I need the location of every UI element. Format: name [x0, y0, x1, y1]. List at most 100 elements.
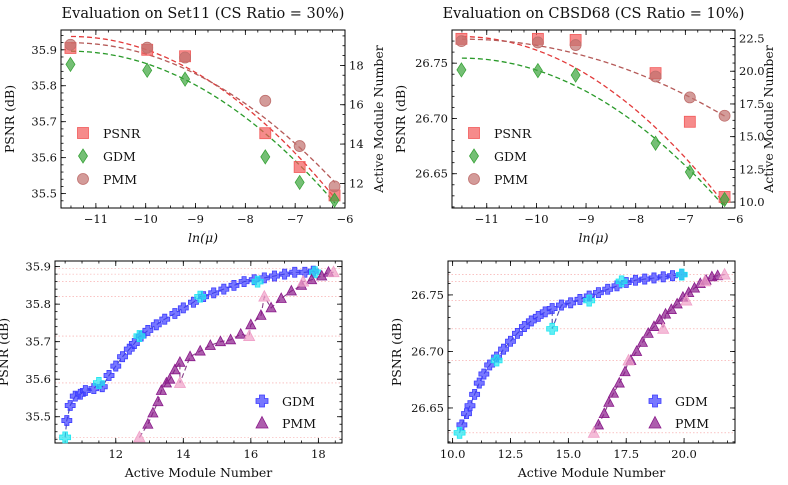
x-tick-label: 20.0 [671, 447, 697, 461]
highlight-point-gdm [615, 275, 628, 288]
axes-frame [451, 29, 736, 209]
point-pmm [194, 344, 206, 356]
highlight-point-gdm [583, 294, 596, 307]
x-tick-label: −10 [134, 212, 158, 226]
point-gdm [177, 302, 189, 314]
fit-curve-pmm [71, 42, 336, 183]
legend-marker-pmm [468, 173, 480, 185]
point-psnr [259, 127, 272, 140]
y-right-tick-label: 10.0 [739, 195, 765, 209]
point-pmm [224, 333, 237, 345]
point-pmm [255, 309, 267, 320]
fit-curve-pmm [593, 274, 725, 434]
point-gdm [630, 274, 641, 286]
y-right-tick-label: 12 [349, 176, 364, 190]
point-gdm [461, 408, 472, 420]
point-gdm [639, 273, 651, 285]
point-gdm [188, 296, 199, 308]
point-pmm [235, 327, 247, 339]
legend-label-pmm: PMM [103, 172, 137, 187]
point-pmm [648, 320, 660, 331]
highlight-point-pmm [297, 274, 310, 287]
fit-curve-pmm [138, 271, 334, 438]
point-pmm [598, 407, 610, 419]
point-pmm [455, 35, 468, 48]
x-tick-label: 17.5 [613, 447, 639, 461]
point-gdm [228, 279, 240, 291]
point-gdm [532, 62, 543, 79]
highlight-point-pmm [173, 376, 187, 388]
x-axis-label: ln(μ) [579, 230, 609, 245]
x-tick-label: −11 [84, 212, 108, 226]
y-right-tick-label: 18 [349, 58, 364, 72]
y-tick-label: 26.70 [411, 344, 444, 358]
y-tick-label: 35.6 [25, 372, 51, 386]
highlight-point-gdm [194, 290, 207, 303]
highlight-point-pmm [327, 265, 340, 278]
point-gdm [79, 385, 91, 396]
point-gdm [518, 321, 530, 332]
point-pmm [174, 355, 186, 367]
point-pmm [328, 180, 341, 193]
highlight-point-gdm [133, 330, 146, 342]
x-tick-label: −7 [677, 212, 694, 226]
fit-curve-pmm [461, 38, 726, 117]
point-pmm [204, 339, 216, 350]
y-tick-label: 35.7 [31, 115, 57, 129]
point-pmm [152, 395, 164, 407]
highlight-point-gdm [92, 377, 105, 389]
point-gdm [657, 271, 669, 283]
point-gdm [570, 67, 581, 83]
legend-label-gdm: GDM [675, 394, 708, 409]
highlight-point-pmm [587, 425, 600, 438]
x-tick-label: −9 [578, 212, 595, 226]
point-gdm [512, 327, 523, 339]
point-gdm [88, 383, 100, 394]
point-pmm [293, 140, 306, 152]
x-tick-label: −10 [524, 212, 548, 226]
x-tick-label: 10.0 [440, 447, 466, 461]
point-pmm [141, 41, 154, 54]
point-gdm [565, 297, 577, 309]
y-tick-label: 35.5 [25, 410, 51, 424]
highlight-point-pmm [657, 321, 670, 334]
y-right-axis-label: Active Module Number [371, 45, 386, 193]
point-pmm [275, 292, 287, 303]
point-gdm [142, 325, 154, 336]
point-gdm [329, 192, 340, 208]
chart-cbsd68-modules: 10.0 12.5 15.0 17.5 20.0 26.65 26.70 26.75 Activ… [389, 260, 736, 480]
point-gdm [150, 319, 162, 331]
highlight-point-pmm [258, 289, 271, 302]
highlight-point-gdm [490, 354, 503, 367]
point-gdm [180, 71, 191, 87]
legend-marker-pmm [648, 415, 662, 429]
x-tick-label: −7 [287, 212, 304, 226]
highlight-point-gdm [453, 426, 466, 439]
point-gdm [464, 400, 476, 412]
point-gdm [478, 368, 490, 380]
y-tick-label: 35.9 [31, 43, 57, 57]
point-pmm [619, 365, 631, 377]
point-gdm [299, 266, 311, 278]
point-gdm [289, 266, 301, 278]
point-pmm [649, 70, 662, 83]
point-gdm [117, 351, 128, 363]
y-tick-label: 35.6 [31, 151, 57, 165]
point-psnr [683, 115, 696, 128]
legend-marker-pmm [255, 415, 269, 429]
point-pmm [184, 350, 196, 362]
chart-set11-modules: 12 14 16 18 35.5 35.6 35.7 35.8 35.9 Active Modul… [0, 260, 343, 480]
highlight-point-pmm [622, 353, 635, 366]
legend-label-gdm: GDM [494, 149, 527, 164]
x-tick-label: −8 [627, 212, 644, 226]
point-pmm [147, 406, 159, 418]
point-pmm [607, 386, 620, 398]
point-gdm [169, 308, 181, 319]
highlight-point-pmm [133, 430, 146, 443]
x-tick-label: −9 [187, 212, 204, 226]
x-tick-label: 12 [108, 447, 123, 461]
point-pmm [64, 38, 77, 51]
y-right-axis-label: Active Module Number [761, 45, 776, 193]
point-pmm [569, 39, 582, 51]
point-pmm [671, 297, 683, 309]
